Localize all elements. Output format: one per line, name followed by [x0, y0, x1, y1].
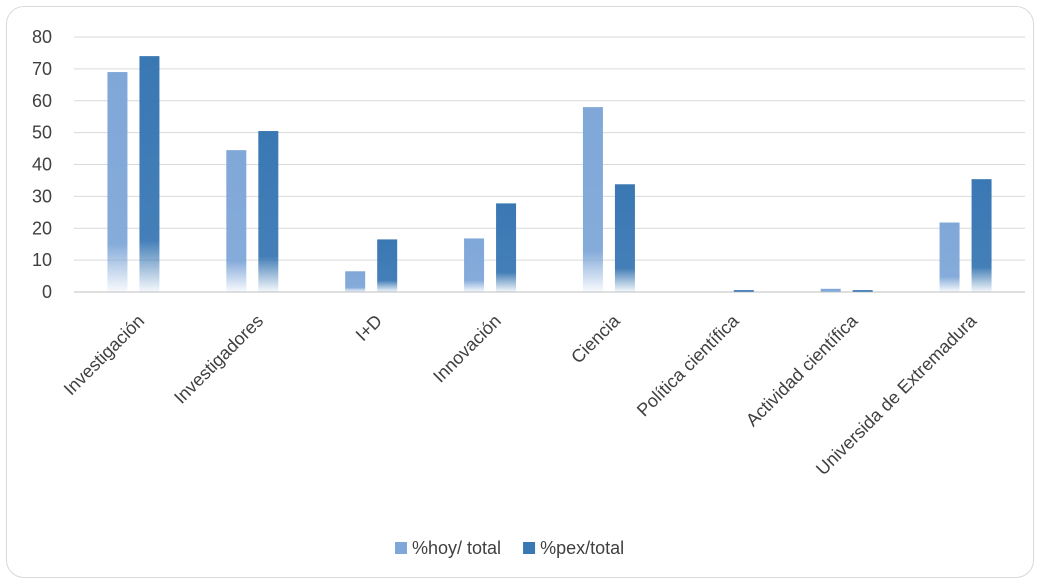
category-label: Investigación — [60, 311, 148, 399]
bar-1-2 — [226, 150, 247, 292]
y-tick-label: 70 — [32, 59, 52, 79]
bar-2-2 — [258, 131, 279, 292]
bar-1-3 — [345, 271, 366, 292]
bar-2-8 — [971, 179, 992, 292]
y-tick-label: 50 — [32, 123, 52, 143]
category-label: Política científica — [633, 310, 743, 420]
legend-swatch-1 — [395, 542, 407, 554]
bar-1-1 — [107, 72, 128, 292]
bar-2-4 — [496, 203, 517, 292]
legend-label-2: %pex/total — [540, 538, 624, 558]
bar-2-7 — [852, 290, 873, 292]
category-label: Ciencia — [567, 310, 624, 367]
bar-1-8 — [939, 222, 960, 292]
bar-2-3 — [377, 239, 398, 292]
legend: %hoy/ total %pex/total — [395, 538, 624, 558]
y-tick-label: 30 — [32, 186, 52, 206]
legend-swatch-2 — [523, 542, 536, 554]
category-label: Investigadores — [170, 311, 267, 408]
bar-2-5 — [614, 184, 635, 292]
category-label: I+D — [352, 311, 386, 345]
bar-1-4 — [464, 238, 485, 292]
bar-1-7 — [820, 288, 841, 292]
category-label: Actividad científica — [742, 310, 862, 430]
bar-2-6 — [733, 290, 754, 292]
category-label: Innovación — [429, 311, 505, 387]
y-tick-label: 60 — [32, 91, 52, 111]
y-tick-label: 10 — [32, 250, 52, 270]
y-tick-label: 40 — [32, 155, 52, 175]
bars — [107, 56, 992, 292]
legend-label-1: %hoy/ total — [412, 538, 501, 558]
bar-1-5 — [582, 107, 603, 292]
bar-2-1 — [139, 56, 160, 292]
y-axis-ticks: 0 10 20 30 40 50 60 70 80 — [32, 27, 52, 302]
y-tick-label: 20 — [32, 218, 52, 238]
gridlines — [74, 36, 1025, 293]
y-tick-label: 80 — [32, 27, 52, 47]
category-labels: Investigación Investigadores I+D Innovación… — [60, 310, 981, 479]
y-tick-label: 0 — [42, 282, 52, 302]
